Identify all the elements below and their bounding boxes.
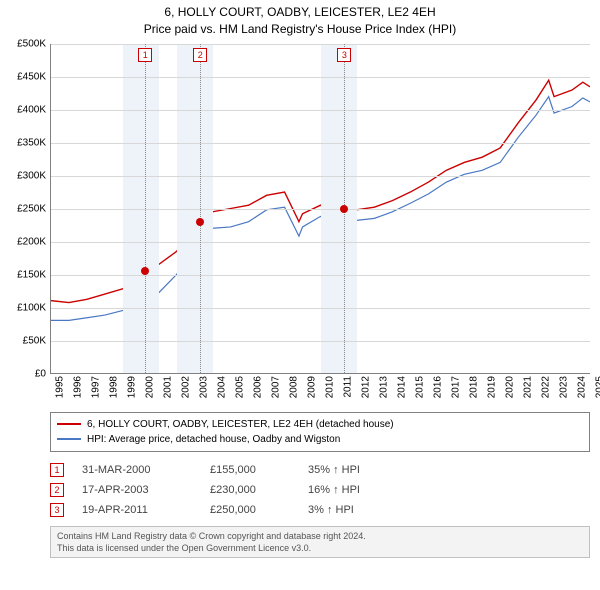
x-tick-label: 2009 xyxy=(307,376,318,398)
x-tick-label: 2004 xyxy=(217,376,228,398)
attribution-line-2: This data is licensed under the Open Gov… xyxy=(57,542,583,554)
y-tick-label: £250K xyxy=(17,203,46,214)
x-tick-label: 2002 xyxy=(181,376,192,398)
y-tick-label: £150K xyxy=(17,269,46,280)
y-tick-label: £500K xyxy=(17,38,46,49)
x-tick-label: 1997 xyxy=(91,376,102,398)
gridline xyxy=(51,275,590,276)
gridline xyxy=(51,143,590,144)
gridline xyxy=(51,308,590,309)
y-tick-label: £400K xyxy=(17,104,46,115)
y-tick-label: £450K xyxy=(17,71,46,82)
marker-table-diff: 3% ↑ HPI xyxy=(308,504,398,516)
x-tick-label: 1995 xyxy=(55,376,66,398)
y-tick-label: £50K xyxy=(23,335,46,346)
legend-swatch xyxy=(57,438,81,440)
x-tick-label: 2000 xyxy=(145,376,156,398)
x-tick-label: 2017 xyxy=(451,376,462,398)
gridline xyxy=(51,110,590,111)
legend-swatch xyxy=(57,423,81,425)
marker-guideline xyxy=(200,44,201,373)
x-tick-label: 2011 xyxy=(343,376,354,398)
x-tick-label: 2013 xyxy=(379,376,390,398)
marker-table-diff: 35% ↑ HPI xyxy=(308,464,398,476)
x-tick-label: 1996 xyxy=(73,376,84,398)
plot-area: 123 £0£50K£100K£150K£200K£250K£300K£350K… xyxy=(50,44,590,374)
marker-index-box: 2 xyxy=(193,48,207,62)
gridline xyxy=(51,44,590,45)
marker-table-date: 19-APR-2011 xyxy=(82,504,192,516)
chart: 1 2 3 £0 £50K £100K £150K £200K £250K £300K £350K… xyxy=(10,44,590,406)
x-tick-label: 2005 xyxy=(235,376,246,398)
x-tick-label: 2022 xyxy=(541,376,552,398)
marker-table-price: £230,000 xyxy=(210,484,290,496)
marker-table-date: 31-MAR-2000 xyxy=(82,464,192,476)
legend-label: HPI: Average price, detached house, Oadb… xyxy=(87,432,340,447)
plot: 1 2 3 xyxy=(50,44,590,374)
x-tick-label: 2015 xyxy=(415,376,426,398)
gridline xyxy=(51,176,590,177)
marker-table-index: 2 xyxy=(50,483,64,497)
x-tick-label: 2024 xyxy=(577,376,588,398)
marker-table-price: £250,000 xyxy=(210,504,290,516)
gridline xyxy=(51,209,590,210)
y-tick-label: £100K xyxy=(17,302,46,313)
x-tick-label: 2012 xyxy=(361,376,372,398)
x-tick-label: 2003 xyxy=(199,376,210,398)
marker-table-diff: 16% ↑ HPI xyxy=(308,484,398,496)
marker-dot xyxy=(340,205,348,213)
x-tick-label: 2008 xyxy=(289,376,300,398)
x-tick-label: 2023 xyxy=(559,376,570,398)
marker-table-row: 1 31-MAR-2000 £155,000 35% ↑ HPI xyxy=(50,460,590,480)
x-tick-label: 2010 xyxy=(325,376,336,398)
x-tick-label: 2007 xyxy=(271,376,282,398)
x-tick-label: 2020 xyxy=(505,376,516,398)
marker-index-box: 1 xyxy=(138,48,152,62)
x-tick-label: 2018 xyxy=(469,376,480,398)
gridline xyxy=(51,341,590,342)
marker-table: 1 31-MAR-2000 £155,000 35% ↑ HPI 2 17-APR-200… xyxy=(50,460,590,520)
x-tick-label: 2025 xyxy=(595,376,600,398)
marker-dot xyxy=(141,267,149,275)
marker-table-index: 1 xyxy=(50,463,64,477)
x-tick-label: 2019 xyxy=(487,376,498,398)
x-tick-label: 1998 xyxy=(109,376,120,398)
attribution: Contains HM Land Registry data © Crown c… xyxy=(50,526,590,558)
marker-index-box: 3 xyxy=(337,48,351,62)
x-tick-label: 1999 xyxy=(127,376,138,398)
y-tick-label: £350K xyxy=(17,137,46,148)
attribution-line-1: Contains HM Land Registry data © Crown c… xyxy=(57,530,583,542)
marker-dot xyxy=(196,218,204,226)
x-tick-label: 2001 xyxy=(163,376,174,398)
legend-item: 6, HOLLY COURT, OADBY, LEICESTER, LE2 4E… xyxy=(57,417,583,432)
title-line-2: Price paid vs. HM Land Registry's House … xyxy=(0,21,600,38)
y-tick-label: £0 xyxy=(35,368,46,379)
legend-item: HPI: Average price, detached house, Oadb… xyxy=(57,432,583,447)
x-axis: 1995199619971998199920002001200220032004… xyxy=(60,374,580,406)
legend-label: 6, HOLLY COURT, OADBY, LEICESTER, LE2 4E… xyxy=(87,417,394,432)
gridline xyxy=(51,77,590,78)
x-tick-label: 2016 xyxy=(433,376,444,398)
marker-table-index: 3 xyxy=(50,503,64,517)
title-line-1: 6, HOLLY COURT, OADBY, LEICESTER, LE2 4E… xyxy=(0,4,600,21)
marker-table-date: 17-APR-2003 xyxy=(82,484,192,496)
x-tick-label: 2006 xyxy=(253,376,264,398)
gridline xyxy=(51,242,590,243)
y-tick-label: £300K xyxy=(17,170,46,181)
marker-table-row: 2 17-APR-2003 £230,000 16% ↑ HPI xyxy=(50,480,590,500)
marker-table-row: 3 19-APR-2011 £250,000 3% ↑ HPI xyxy=(50,500,590,520)
legend: 6, HOLLY COURT, OADBY, LEICESTER, LE2 4E… xyxy=(50,412,590,452)
y-tick-label: £200K xyxy=(17,236,46,247)
x-tick-label: 2021 xyxy=(523,376,534,398)
marker-guideline xyxy=(145,44,146,373)
x-tick-label: 2014 xyxy=(397,376,408,398)
marker-table-price: £155,000 xyxy=(210,464,290,476)
title-block: 6, HOLLY COURT, OADBY, LEICESTER, LE2 4E… xyxy=(0,0,600,38)
